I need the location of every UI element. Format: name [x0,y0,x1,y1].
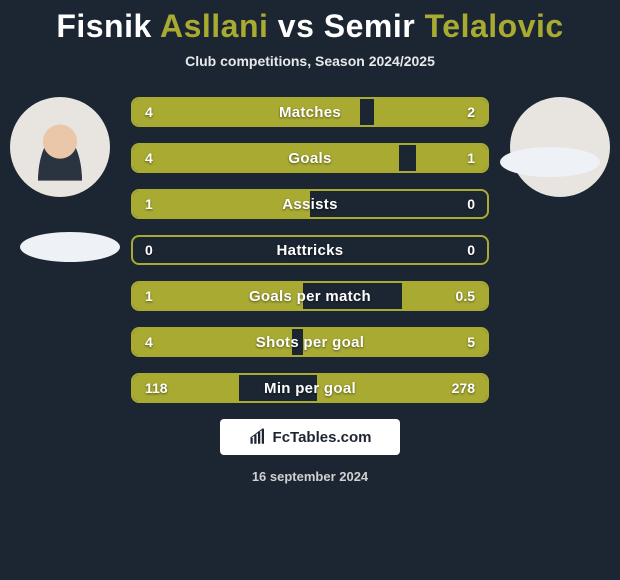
stat-value-right: 1 [427,150,487,166]
stat-row: 1Goals per match0.5 [131,281,489,311]
player-left-flag [20,232,120,262]
stat-value-left: 1 [133,288,193,304]
stat-value-right: 278 [427,380,487,396]
brand-badge: FcTables.com [220,419,400,455]
stat-value-left: 4 [133,150,193,166]
stat-row: 118Min per goal278 [131,373,489,403]
stat-value-left: 4 [133,334,193,350]
stat-label: Min per goal [193,380,427,397]
stat-row: 4Goals1 [131,143,489,173]
stat-value-left: 118 [133,380,193,396]
stat-row: 0Hattricks0 [131,235,489,265]
stat-rows: 4Matches24Goals11Assists00Hattricks01Goa… [131,97,489,403]
title-word-3: Semir [324,8,415,44]
comparison-area: 4Matches24Goals11Assists00Hattricks01Goa… [0,97,620,484]
stat-label: Matches [193,104,427,121]
stat-row: 1Assists0 [131,189,489,219]
stat-label: Goals per match [193,288,427,305]
chart-bars-icon [249,428,267,446]
stat-value-right: 0.5 [427,288,487,304]
brand-text: FcTables.com [273,429,372,446]
stat-value-left: 4 [133,104,193,120]
title-word-4: Telalovic [425,8,564,44]
stat-row: 4Matches2 [131,97,489,127]
page-title: Fisnik Asllani vs Semir Telalovic [0,0,620,45]
stat-label: Assists [193,196,427,213]
stat-value-right: 0 [427,242,487,258]
stat-label: Hattricks [193,242,427,259]
player-left-silhouette-icon [32,121,88,181]
stat-row: 4Shots per goal5 [131,327,489,357]
stat-value-right: 0 [427,196,487,212]
subtitle: Club competitions, Season 2024/2025 [0,53,620,69]
stat-label: Goals [193,150,427,167]
title-vs: vs [278,8,315,44]
stat-value-left: 1 [133,196,193,212]
stat-value-right: 2 [427,104,487,120]
player-left-avatar [10,97,110,197]
stat-value-right: 5 [427,334,487,350]
title-word-1: Fisnik [56,8,151,44]
stat-label: Shots per goal [193,334,427,351]
title-word-2: Asllani [160,8,268,44]
player-right-flag [500,147,600,177]
date-label: 16 september 2024 [0,469,620,484]
stat-value-left: 0 [133,242,193,258]
